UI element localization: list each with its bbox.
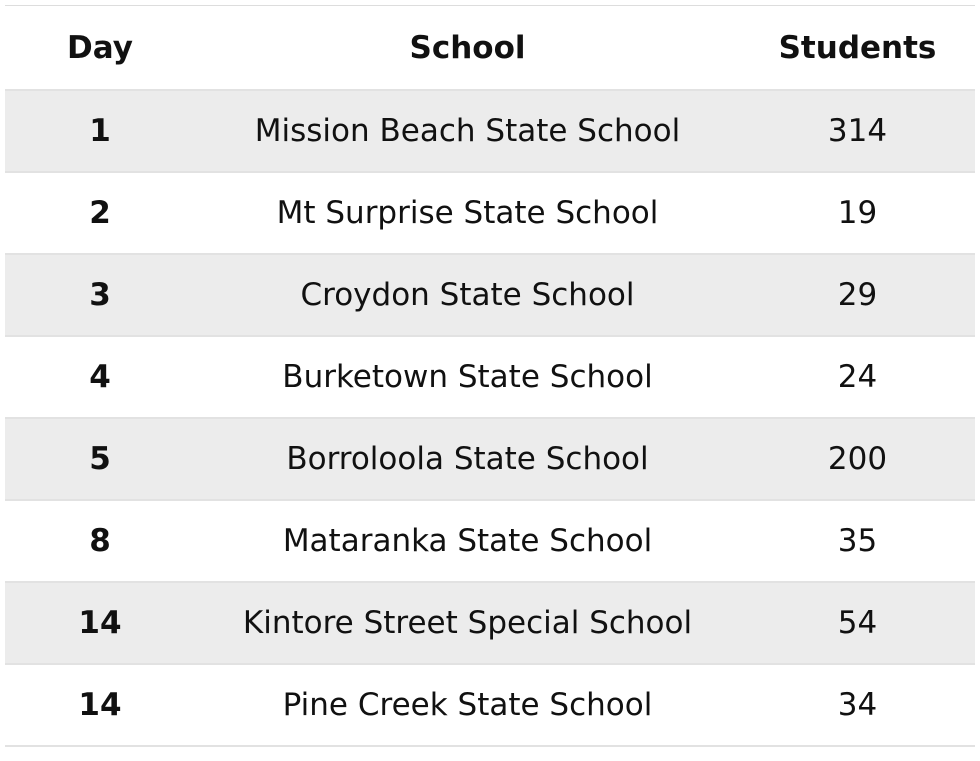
students-cell: 29 (740, 253, 975, 336)
school-cell: Borroloola State School (195, 417, 740, 500)
students-cell: 54 (740, 581, 975, 664)
school-table: Day School Students 1 Mission Beach State S… (5, 5, 975, 747)
day-cell: 2 (5, 171, 195, 254)
day-cell: 8 (5, 499, 195, 582)
day-cell: 14 (5, 581, 195, 664)
table-row: 3 Croydon State School 29 (5, 253, 975, 336)
column-header: School (195, 5, 740, 90)
day-cell: 4 (5, 335, 195, 418)
table-row: 14 Kintore Street Special School 54 (5, 581, 975, 664)
column-header: Day (5, 5, 195, 90)
students-cell: 200 (740, 417, 975, 500)
school-cell: Burketown State School (195, 335, 740, 418)
school-cell: Mt Surprise State School (195, 171, 740, 254)
table-row: 8 Mataranka State School 35 (5, 499, 975, 582)
students-cell: 314 (740, 89, 975, 172)
day-cell: 5 (5, 417, 195, 500)
header-row: Day School Students (5, 5, 975, 90)
table-row: 4 Burketown State School 24 (5, 335, 975, 418)
table-body: 1 Mission Beach State School 314 2 Mt Surpri… (5, 89, 975, 747)
table-row: 5 Borroloola State School 200 (5, 417, 975, 500)
table-header: Day School Students (5, 5, 975, 90)
day-cell: 1 (5, 89, 195, 172)
students-cell: 24 (740, 335, 975, 418)
table-row: 14 Pine Creek State School 34 (5, 663, 975, 747)
school-cell: Pine Creek State School (195, 663, 740, 747)
school-cell: Mission Beach State School (195, 89, 740, 172)
table-row: 2 Mt Surprise State School 19 (5, 171, 975, 254)
students-cell: 35 (740, 499, 975, 582)
table-row: 1 Mission Beach State School 314 (5, 89, 975, 172)
students-cell: 19 (740, 171, 975, 254)
students-cell: 34 (740, 663, 975, 747)
school-cell: Kintore Street Special School (195, 581, 740, 664)
day-cell: 3 (5, 253, 195, 336)
school-cell: Mataranka State School (195, 499, 740, 582)
column-header: Students (740, 5, 975, 90)
school-cell: Croydon State School (195, 253, 740, 336)
day-cell: 14 (5, 663, 195, 747)
